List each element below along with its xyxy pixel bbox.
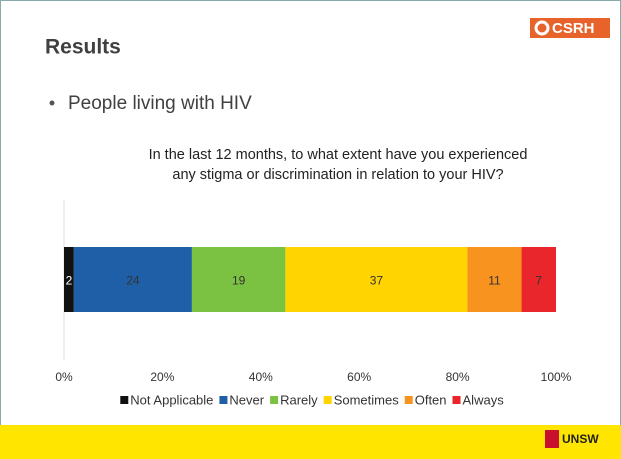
bar-segment bbox=[73, 247, 192, 312]
chart-title-box: In the last 12 months, to what extent ha… bbox=[148, 147, 528, 183]
unsw-crest bbox=[545, 430, 559, 448]
bar-segment bbox=[521, 247, 556, 312]
bar-segment bbox=[64, 247, 74, 312]
value-label: 2 bbox=[66, 274, 73, 288]
bar-segment bbox=[191, 247, 286, 312]
x-tick-label: 80% bbox=[446, 370, 470, 384]
logo-text: CSRH bbox=[552, 20, 595, 37]
x-tick-label: 20% bbox=[150, 370, 174, 384]
x-tick-label: 100% bbox=[541, 370, 572, 384]
unsw-text: UNSW bbox=[562, 432, 599, 446]
logo-icon bbox=[534, 20, 550, 36]
legend-swatch bbox=[219, 396, 228, 404]
legend-label: Often bbox=[415, 392, 447, 407]
slide-heading: Results bbox=[45, 36, 121, 59]
x-tick-label: 0% bbox=[55, 370, 73, 384]
legend-swatch bbox=[404, 396, 413, 404]
value-label: 11 bbox=[488, 274, 501, 288]
legend-label: Never bbox=[229, 392, 264, 407]
bullet-text: People living with HIV bbox=[68, 93, 252, 114]
legend-label: Always bbox=[463, 392, 505, 407]
bar-segment bbox=[467, 247, 522, 312]
legend-swatch bbox=[452, 396, 461, 404]
chart-title: In the last 12 months, to what extent ha… bbox=[148, 147, 528, 183]
value-label: 7 bbox=[535, 274, 542, 288]
logo-box bbox=[530, 18, 610, 38]
legend-label: Rarely bbox=[280, 392, 318, 407]
bullet-dot bbox=[49, 100, 55, 106]
value-label: 19 bbox=[232, 274, 246, 288]
legend-label: Sometimes bbox=[334, 392, 400, 407]
value-label: 24 bbox=[126, 274, 140, 288]
x-tick-label: 60% bbox=[347, 370, 371, 384]
footer-band bbox=[0, 425, 621, 459]
x-tick-label: 40% bbox=[249, 370, 273, 384]
legend-swatch bbox=[120, 396, 129, 404]
legend-swatch bbox=[323, 396, 332, 404]
legend-label: Not Applicable bbox=[130, 392, 213, 407]
legend-swatch bbox=[270, 396, 279, 404]
bar-segment bbox=[285, 247, 468, 312]
value-label: 37 bbox=[370, 274, 384, 288]
